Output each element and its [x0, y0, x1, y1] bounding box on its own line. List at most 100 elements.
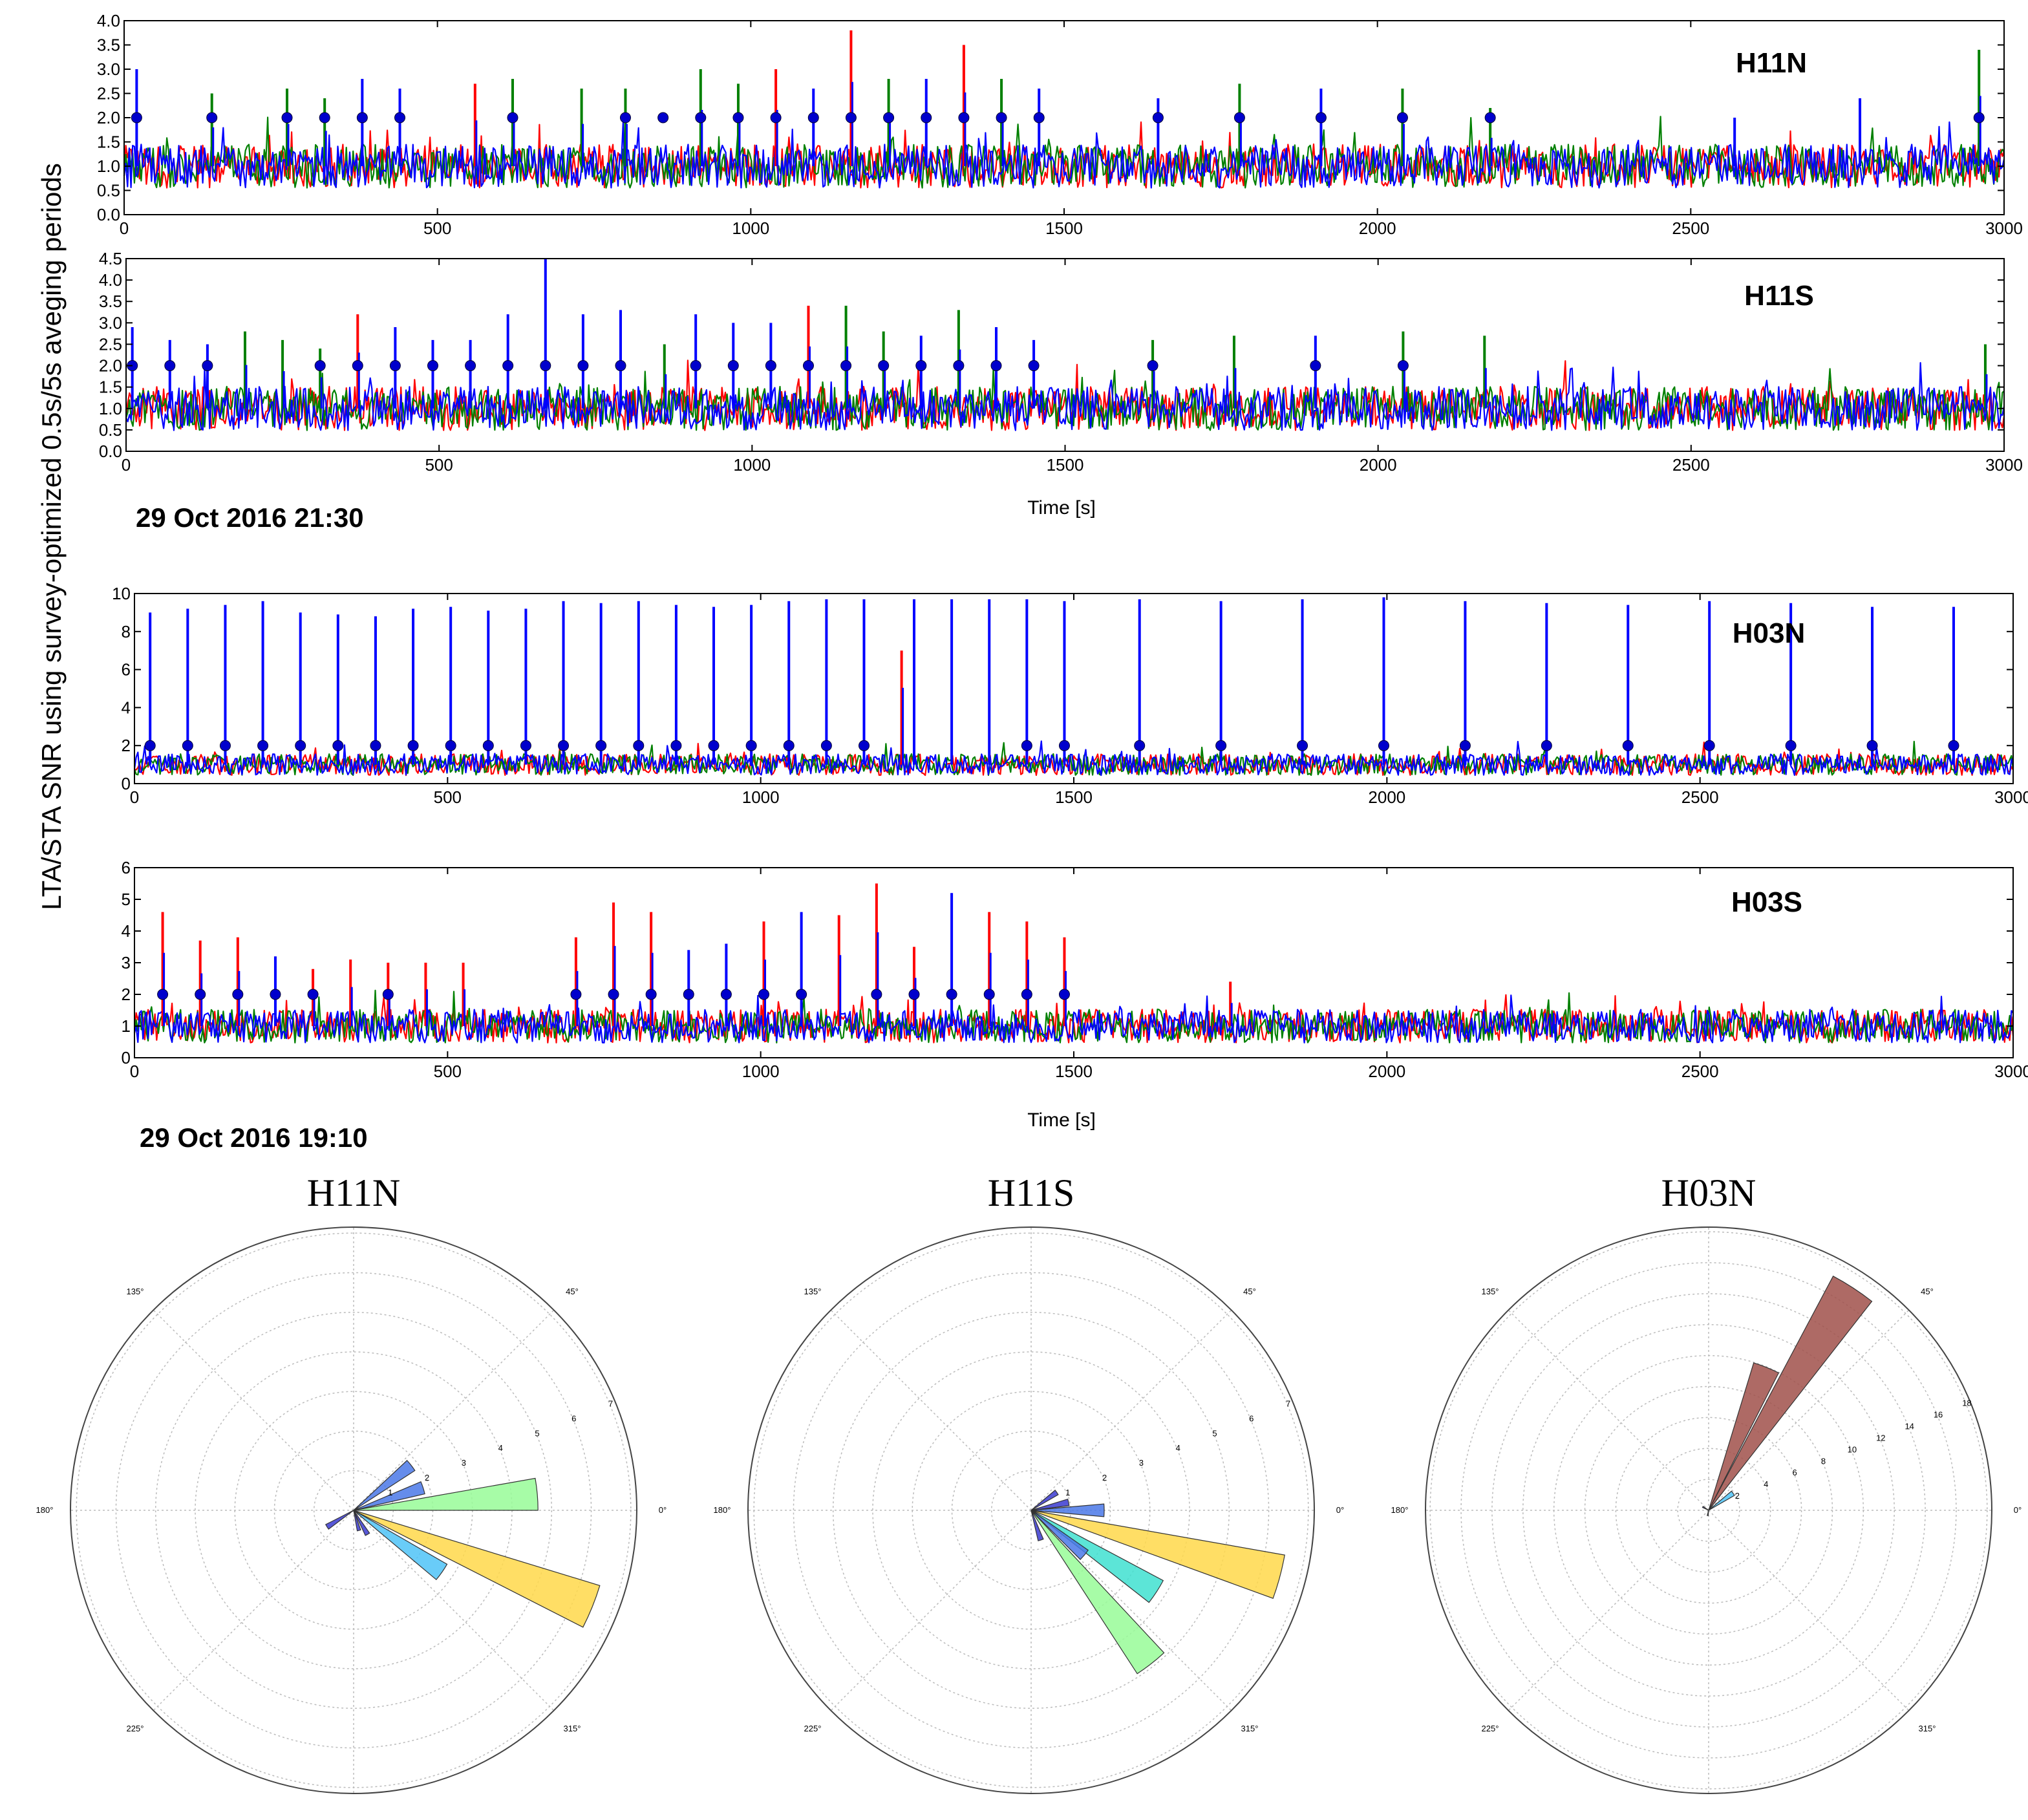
radial-tick-label: 8 — [1821, 1456, 1826, 1466]
x-tick-label: 2000 — [1359, 219, 1396, 238]
y-tick-label: 1.0 — [99, 399, 122, 418]
x-tick-label: 1500 — [1055, 1062, 1093, 1081]
polar-bar — [353, 1477, 539, 1511]
y-tick-label: 1 — [122, 1016, 131, 1036]
x-tick-label: 1500 — [1047, 455, 1084, 475]
polar-grid-ring — [832, 1311, 1230, 1709]
detection-marker — [783, 740, 795, 751]
detection-marker — [595, 740, 607, 751]
y-tick-label: 2.5 — [99, 334, 122, 354]
angle-label: 45° — [1243, 1287, 1256, 1296]
polar-grid-ring — [1491, 1293, 1926, 1728]
detection-marker — [370, 740, 381, 751]
detection-marker — [720, 989, 732, 1000]
polar-spoke — [830, 1309, 1032, 1511]
detection-marker — [1233, 112, 1245, 123]
x-tick-label: 2000 — [1368, 787, 1405, 807]
detection-marker — [1147, 360, 1158, 372]
x-tick-label: 3000 — [1994, 1062, 2028, 1081]
detection-marker — [482, 740, 494, 751]
x-tick-label: 1000 — [733, 455, 771, 475]
y-tick-label: 0.5 — [99, 420, 122, 440]
polar-grid-ring — [155, 1311, 553, 1709]
radial-tick-label: 6 — [571, 1413, 576, 1423]
detection-marker — [633, 740, 645, 751]
detection-marker — [270, 989, 281, 1000]
polar-grid-ring — [951, 1430, 1111, 1590]
polar-spoke — [1708, 1309, 1910, 1511]
y-tick-label: 3 — [122, 953, 131, 972]
x-tick-label: 500 — [434, 1062, 462, 1081]
polar-bar — [1030, 1510, 1089, 1560]
panel-title: H11N — [1736, 47, 1807, 79]
trace-blue — [123, 121, 2005, 189]
polar-spoke — [353, 1309, 555, 1511]
y-tick-label: 4 — [122, 698, 131, 717]
angle-label: 180° — [714, 1505, 731, 1515]
radial-tick-label: 14 — [1905, 1421, 1914, 1431]
y-tick-label: 1.0 — [97, 156, 120, 176]
detection-marker — [921, 112, 932, 123]
detection-marker — [645, 989, 657, 1000]
radial-tick-label: 10 — [1848, 1444, 1857, 1454]
angle-label: 0° — [2014, 1505, 2022, 1515]
polar-bar — [1030, 1498, 1070, 1511]
angle-label: 315° — [564, 1724, 581, 1733]
detection-marker — [878, 360, 890, 372]
detection-marker — [332, 740, 344, 751]
detection-marker — [1396, 112, 1408, 123]
radial-tick-label: 4 — [1176, 1443, 1180, 1453]
radial-tick-label: 4 — [498, 1443, 503, 1453]
y-tick-label: 2 — [122, 736, 131, 755]
detection-marker — [996, 112, 1007, 123]
x-tick-label: 1000 — [742, 787, 780, 807]
radial-tick-label: 1 — [388, 1488, 392, 1497]
polar-bar — [353, 1460, 416, 1511]
detection-marker — [558, 740, 570, 751]
detection-marker — [157, 989, 169, 1000]
detection-marker — [745, 740, 757, 751]
x-tick-label: 3000 — [1994, 787, 2028, 807]
x-tick-label: 2500 — [1672, 455, 1710, 475]
y-tick-label: 0.0 — [97, 205, 120, 224]
detection-marker — [670, 740, 682, 751]
detection-marker — [427, 360, 438, 372]
detection-marker — [1021, 989, 1032, 1000]
detection-marker — [570, 989, 582, 1000]
polar-spoke — [153, 1510, 354, 1711]
detection-marker — [683, 989, 694, 1000]
y-tick-label: 0.0 — [99, 442, 122, 461]
detection-marker — [953, 360, 965, 372]
polar-title: H11N — [307, 1172, 400, 1214]
detection-marker — [802, 360, 814, 372]
detection-marker — [407, 740, 419, 751]
radial-tick-label: 4 — [1764, 1479, 1768, 1489]
angle-label: 135° — [1482, 1287, 1499, 1296]
x-tick-label: 1500 — [1045, 219, 1083, 238]
detection-marker — [820, 740, 832, 751]
detection-marker — [657, 112, 669, 123]
x-tick-label: 1500 — [1055, 787, 1093, 807]
y-tick-label: 3.5 — [97, 36, 120, 55]
panel-h03s: 0 500 1000 1500 2000 2500 3000 0 1 2 3 4 5 6 H03S — [122, 858, 2028, 1081]
trace-green — [133, 989, 2014, 1044]
angle-label: 315° — [1919, 1724, 1936, 1733]
x-tick-label: 3000 — [1985, 455, 2023, 475]
y-tick-label: 2.5 — [97, 84, 120, 103]
polar-grid-ring — [1677, 1479, 1740, 1542]
detection-marker — [314, 360, 326, 372]
radial-tick-label: 12 — [1876, 1433, 1885, 1442]
angle-label: 135° — [127, 1287, 144, 1296]
panel-h03n: 0 500 1000 1500 2000 2500 3000 0 2 4 6 8 10 H03N — [112, 584, 2028, 807]
detection-marker — [732, 112, 744, 123]
radial-tick-label: 6 — [1793, 1468, 1797, 1477]
y-tick-label: 3.0 — [99, 313, 122, 332]
trace-blue — [133, 740, 2014, 776]
radial-tick-label: 16 — [1934, 1410, 1943, 1420]
angle-label: 0° — [1336, 1505, 1344, 1515]
detection-marker — [307, 989, 319, 1000]
detection-marker — [1058, 740, 1070, 751]
x-tick-label: 0 — [122, 455, 131, 475]
detection-marker — [182, 740, 193, 751]
detection-marker — [1215, 740, 1227, 751]
